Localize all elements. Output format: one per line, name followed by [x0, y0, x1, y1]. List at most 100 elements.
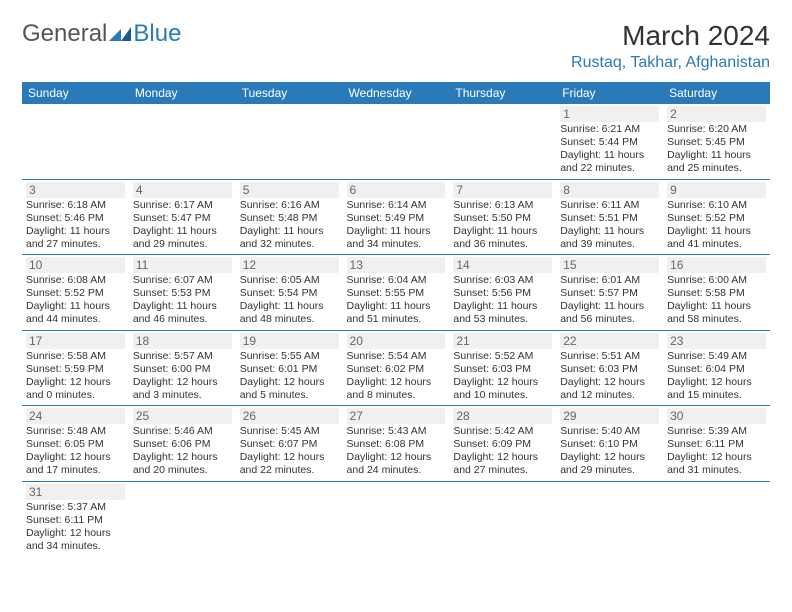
day-number: 16 [667, 257, 766, 273]
calendar-cell [236, 104, 343, 179]
calendar-cell: 4Sunrise: 6:17 AMSunset: 5:47 PMDaylight… [129, 179, 236, 255]
day-number: 25 [133, 408, 232, 424]
calendar-cell: 6Sunrise: 6:14 AMSunset: 5:49 PMDaylight… [343, 179, 450, 255]
calendar-cell: 7Sunrise: 6:13 AMSunset: 5:50 PMDaylight… [449, 179, 556, 255]
calendar-cell: 16Sunrise: 6:00 AMSunset: 5:58 PMDayligh… [663, 255, 770, 331]
day-number: 17 [26, 333, 125, 349]
day-number: 26 [240, 408, 339, 424]
day-number: 11 [133, 257, 232, 273]
calendar-cell [129, 104, 236, 179]
day-info: Sunrise: 5:43 AMSunset: 6:08 PMDaylight:… [347, 425, 446, 478]
calendar-cell: 17Sunrise: 5:58 AMSunset: 5:59 PMDayligh… [22, 330, 129, 406]
weekday-header: Sunday [22, 82, 129, 104]
calendar-cell: 10Sunrise: 6:08 AMSunset: 5:52 PMDayligh… [22, 255, 129, 331]
day-info: Sunrise: 5:51 AMSunset: 6:03 PMDaylight:… [560, 350, 659, 403]
day-info: Sunrise: 6:20 AMSunset: 5:45 PMDaylight:… [667, 123, 766, 176]
day-number: 8 [560, 182, 659, 198]
day-info: Sunrise: 5:49 AMSunset: 6:04 PMDaylight:… [667, 350, 766, 403]
calendar-cell: 27Sunrise: 5:43 AMSunset: 6:08 PMDayligh… [343, 406, 450, 482]
calendar-cell [129, 481, 236, 556]
calendar-cell: 22Sunrise: 5:51 AMSunset: 6:03 PMDayligh… [556, 330, 663, 406]
day-info: Sunrise: 5:37 AMSunset: 6:11 PMDaylight:… [26, 501, 125, 554]
calendar-cell [663, 481, 770, 556]
day-info: Sunrise: 5:57 AMSunset: 6:00 PMDaylight:… [133, 350, 232, 403]
day-info: Sunrise: 6:03 AMSunset: 5:56 PMDaylight:… [453, 274, 552, 327]
day-info: Sunrise: 5:45 AMSunset: 6:07 PMDaylight:… [240, 425, 339, 478]
calendar-cell [343, 481, 450, 556]
calendar-cell [343, 104, 450, 179]
day-number: 22 [560, 333, 659, 349]
day-info: Sunrise: 6:08 AMSunset: 5:52 PMDaylight:… [26, 274, 125, 327]
day-info: Sunrise: 6:10 AMSunset: 5:52 PMDaylight:… [667, 199, 766, 252]
logo-blue: Blue [133, 20, 181, 48]
day-number: 27 [347, 408, 446, 424]
day-info: Sunrise: 5:52 AMSunset: 6:03 PMDaylight:… [453, 350, 552, 403]
day-info: Sunrise: 5:54 AMSunset: 6:02 PMDaylight:… [347, 350, 446, 403]
weekday-header: Saturday [663, 82, 770, 104]
day-number: 28 [453, 408, 552, 424]
day-number: 15 [560, 257, 659, 273]
calendar-cell [236, 481, 343, 556]
location: Rustaq, Takhar, Afghanistan [571, 54, 770, 72]
day-number: 14 [453, 257, 552, 273]
calendar-cell: 12Sunrise: 6:05 AMSunset: 5:54 PMDayligh… [236, 255, 343, 331]
day-number: 2 [667, 106, 766, 122]
month-title: March 2024 [571, 20, 770, 52]
day-number: 12 [240, 257, 339, 273]
weekday-header: Wednesday [343, 82, 450, 104]
calendar-cell: 31Sunrise: 5:37 AMSunset: 6:11 PMDayligh… [22, 481, 129, 556]
day-number: 29 [560, 408, 659, 424]
calendar-cell: 18Sunrise: 5:57 AMSunset: 6:00 PMDayligh… [129, 330, 236, 406]
calendar-cell: 11Sunrise: 6:07 AMSunset: 5:53 PMDayligh… [129, 255, 236, 331]
calendar-cell: 21Sunrise: 5:52 AMSunset: 6:03 PMDayligh… [449, 330, 556, 406]
day-number: 21 [453, 333, 552, 349]
day-number: 23 [667, 333, 766, 349]
calendar-cell: 2Sunrise: 6:20 AMSunset: 5:45 PMDaylight… [663, 104, 770, 179]
calendar-cell: 14Sunrise: 6:03 AMSunset: 5:56 PMDayligh… [449, 255, 556, 331]
calendar-cell: 5Sunrise: 6:16 AMSunset: 5:48 PMDaylight… [236, 179, 343, 255]
calendar-cell [449, 481, 556, 556]
calendar-cell: 24Sunrise: 5:48 AMSunset: 6:05 PMDayligh… [22, 406, 129, 482]
calendar-cell: 20Sunrise: 5:54 AMSunset: 6:02 PMDayligh… [343, 330, 450, 406]
calendar-cell: 28Sunrise: 5:42 AMSunset: 6:09 PMDayligh… [449, 406, 556, 482]
day-info: Sunrise: 6:14 AMSunset: 5:49 PMDaylight:… [347, 199, 446, 252]
day-info: Sunrise: 6:21 AMSunset: 5:44 PMDaylight:… [560, 123, 659, 176]
day-number: 24 [26, 408, 125, 424]
day-info: Sunrise: 6:13 AMSunset: 5:50 PMDaylight:… [453, 199, 552, 252]
day-number: 31 [26, 484, 125, 500]
day-number: 19 [240, 333, 339, 349]
day-info: Sunrise: 6:00 AMSunset: 5:58 PMDaylight:… [667, 274, 766, 327]
day-info: Sunrise: 5:40 AMSunset: 6:10 PMDaylight:… [560, 425, 659, 478]
day-number: 7 [453, 182, 552, 198]
calendar-cell: 13Sunrise: 6:04 AMSunset: 5:55 PMDayligh… [343, 255, 450, 331]
weekday-header: Friday [556, 82, 663, 104]
day-number: 3 [26, 182, 125, 198]
logo-general: General [22, 20, 107, 48]
day-number: 13 [347, 257, 446, 273]
weekday-header: Tuesday [236, 82, 343, 104]
weekday-header: Monday [129, 82, 236, 104]
calendar-cell: 29Sunrise: 5:40 AMSunset: 6:10 PMDayligh… [556, 406, 663, 482]
calendar-cell: 19Sunrise: 5:55 AMSunset: 6:01 PMDayligh… [236, 330, 343, 406]
logo: General Blue [22, 20, 181, 48]
calendar-cell: 15Sunrise: 6:01 AMSunset: 5:57 PMDayligh… [556, 255, 663, 331]
calendar-cell: 26Sunrise: 5:45 AMSunset: 6:07 PMDayligh… [236, 406, 343, 482]
calendar-cell: 8Sunrise: 6:11 AMSunset: 5:51 PMDaylight… [556, 179, 663, 255]
day-info: Sunrise: 5:55 AMSunset: 6:01 PMDaylight:… [240, 350, 339, 403]
day-info: Sunrise: 5:46 AMSunset: 6:06 PMDaylight:… [133, 425, 232, 478]
day-info: Sunrise: 6:11 AMSunset: 5:51 PMDaylight:… [560, 199, 659, 252]
day-info: Sunrise: 6:05 AMSunset: 5:54 PMDaylight:… [240, 274, 339, 327]
day-info: Sunrise: 5:42 AMSunset: 6:09 PMDaylight:… [453, 425, 552, 478]
day-number: 10 [26, 257, 125, 273]
calendar-cell [556, 481, 663, 556]
calendar-cell: 25Sunrise: 5:46 AMSunset: 6:06 PMDayligh… [129, 406, 236, 482]
day-info: Sunrise: 5:48 AMSunset: 6:05 PMDaylight:… [26, 425, 125, 478]
day-info: Sunrise: 6:07 AMSunset: 5:53 PMDaylight:… [133, 274, 232, 327]
day-number: 6 [347, 182, 446, 198]
calendar-cell: 3Sunrise: 6:18 AMSunset: 5:46 PMDaylight… [22, 179, 129, 255]
day-info: Sunrise: 5:39 AMSunset: 6:11 PMDaylight:… [667, 425, 766, 478]
day-number: 20 [347, 333, 446, 349]
calendar-table: SundayMondayTuesdayWednesdayThursdayFrid… [22, 82, 770, 556]
calendar-cell: 9Sunrise: 6:10 AMSunset: 5:52 PMDaylight… [663, 179, 770, 255]
logo-icon [109, 27, 131, 41]
